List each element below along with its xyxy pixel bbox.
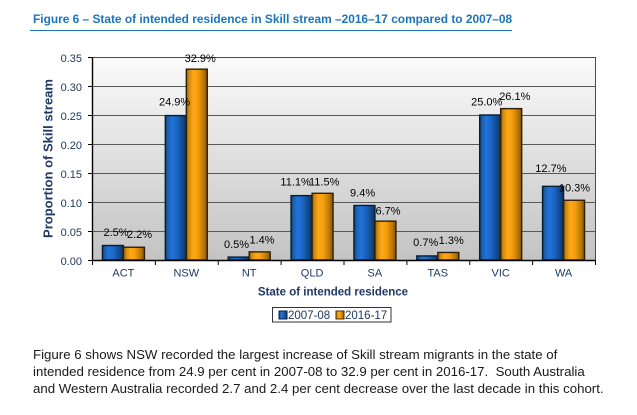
svg-text:0.10: 0.10 (61, 198, 82, 210)
svg-text:32.9%: 32.9% (185, 53, 216, 65)
svg-text:0.20: 0.20 (61, 140, 82, 152)
svg-text:1.4%: 1.4% (249, 234, 274, 246)
svg-text:2.2%: 2.2% (127, 229, 152, 241)
svg-text:2.5%: 2.5% (103, 227, 128, 239)
svg-text:intended residence from 24.9 p: intended residence from 24.9 per cent in… (33, 364, 585, 379)
svg-text:0.05: 0.05 (61, 227, 82, 239)
svg-text:24.9%: 24.9% (159, 97, 190, 109)
svg-text:and Western Australia recorded: and Western Australia recorded 2.7 and 2… (33, 381, 604, 396)
svg-text:11.1%: 11.1% (280, 177, 311, 189)
svg-text:2016-17: 2016-17 (345, 310, 387, 322)
svg-text:TAS: TAS (428, 268, 449, 280)
svg-text:6.7%: 6.7% (375, 206, 400, 218)
svg-text:0.5%: 0.5% (224, 239, 249, 251)
svg-text:Proportion of Skill stream: Proportion of Skill stream (41, 79, 56, 238)
svg-text:0.35: 0.35 (61, 53, 82, 65)
svg-text:WA: WA (555, 268, 573, 280)
svg-text:12.7%: 12.7% (535, 163, 566, 175)
svg-text:Figure 6 – State of intended r: Figure 6 – State of intended residence i… (33, 12, 513, 26)
svg-text:9.4%: 9.4% (350, 187, 375, 199)
svg-text:Figure 6 shows NSW recorded th: Figure 6 shows NSW recorded the largest … (33, 347, 558, 362)
svg-text:NSW: NSW (173, 268, 199, 280)
svg-text:0.7%: 0.7% (413, 237, 438, 249)
svg-text:25.0%: 25.0% (471, 97, 502, 109)
svg-text:State of intended residence: State of intended residence (258, 287, 408, 299)
svg-text:0.00: 0.00 (61, 256, 82, 268)
svg-text:2007-08: 2007-08 (288, 310, 330, 322)
svg-text:QLD: QLD (301, 268, 324, 280)
svg-text:0.25: 0.25 (61, 111, 82, 123)
svg-text:0.30: 0.30 (61, 82, 82, 94)
svg-text:VIC: VIC (492, 268, 510, 280)
svg-text:11.5%: 11.5% (309, 177, 340, 189)
svg-text:NT: NT (242, 268, 257, 280)
svg-text:0.15: 0.15 (61, 169, 82, 181)
svg-text:26.1%: 26.1% (499, 91, 530, 103)
svg-text:SA: SA (368, 268, 383, 280)
svg-text:1.3%: 1.3% (439, 235, 464, 247)
svg-text:ACT: ACT (112, 268, 134, 280)
svg-text:10.3%: 10.3% (559, 182, 590, 194)
